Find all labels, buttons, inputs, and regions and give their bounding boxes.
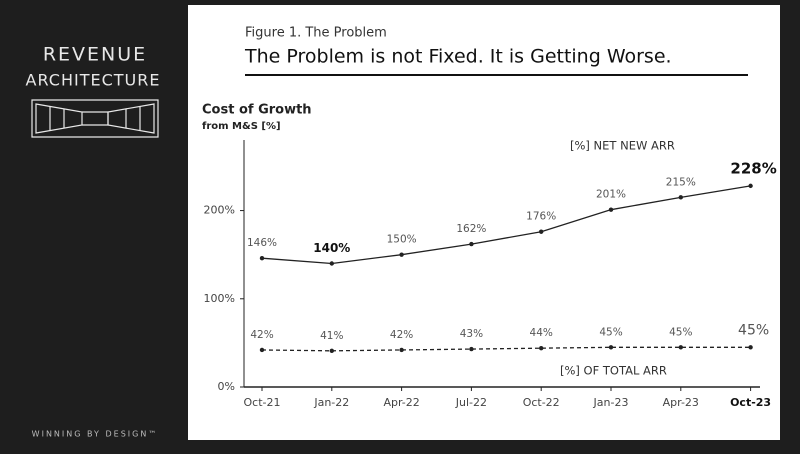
value-label: 42% [250,329,273,341]
point [678,345,683,350]
chart-subtitle: from M&S [%] [202,121,281,132]
footer: WINNING BY DESIGN™ [32,430,159,439]
point [678,195,683,200]
value-label: 45% [599,326,622,338]
point [399,252,404,257]
point [329,348,334,354]
x-tick-label: Apr-22 [383,396,419,409]
logo-line: REVENUE [43,44,147,66]
value-label: 146% [247,237,277,249]
headline: The Problem is not Fixed. It is Getting … [244,46,672,68]
x-tick-label: Oct-21 [244,396,281,409]
point [748,345,753,350]
point [259,256,265,261]
point [329,261,334,266]
point [608,207,614,212]
point [469,241,474,247]
value-label: 42% [390,329,413,341]
value-label: 176% [526,211,556,223]
logo-bowtie [31,99,159,138]
x-tick-label: Apr-23 [663,396,699,409]
value-label: 162% [456,223,486,235]
value-label: 44% [530,327,553,339]
value-label: 150% [387,234,417,246]
y-tick-label: 100% [204,292,235,305]
point [469,346,474,352]
series-name: [%] OF TOTAL ARR [560,364,667,378]
series-name: [%] NET NEW ARR [570,139,675,153]
value-label: 215% [666,176,696,188]
logo-line: ARCHITECTURE [26,71,161,90]
x-tick-label: Jan-23 [593,396,629,409]
value-label: 45% [738,322,769,338]
chart-title: Cost of Growth [202,103,312,118]
x-tick-label: Oct-23 [730,396,771,409]
x-tick-label: Jul-22 [455,396,487,409]
y-tick-label: 200% [204,204,235,217]
point [399,347,404,353]
value-label: 228% [730,159,776,177]
x-tick-label: Jan-22 [313,396,349,409]
figure-label: Figure 1. The Problem [245,26,387,41]
value-label: 41% [320,330,343,342]
value-label: 201% [596,189,626,201]
series-line [261,346,751,352]
point [608,345,614,350]
point [259,347,265,353]
value-label: 140% [313,241,350,255]
x-tick-label: Oct-22 [523,396,560,409]
value-label: 45% [669,326,692,338]
point [748,183,753,189]
card [188,5,780,440]
series-line [261,185,751,265]
point [539,229,544,234]
value-label: 43% [460,328,483,340]
point [539,345,544,351]
y-tick-label: 0% [218,380,235,393]
